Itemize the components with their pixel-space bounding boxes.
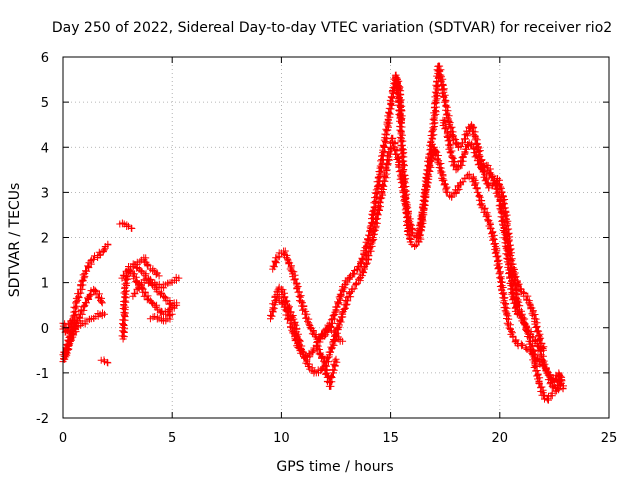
data-series-s17	[439, 116, 556, 404]
y-tick-label: 5	[41, 96, 49, 111]
y-tick-label: 4	[41, 141, 49, 156]
x-tick-label: 0	[59, 431, 67, 446]
y-tick-label: -1	[36, 367, 49, 382]
series-markers-s10	[129, 254, 163, 280]
data-series-s6	[116, 219, 136, 232]
series-markers-s18	[509, 265, 548, 354]
series-markers-s15	[312, 342, 341, 390]
data-series-s5	[97, 356, 112, 367]
x-tick-label: 25	[601, 431, 618, 446]
y-tick-label: -2	[36, 412, 49, 427]
data-series-s9	[129, 276, 181, 310]
data-series-s7	[118, 265, 181, 343]
data-series-s18	[509, 265, 548, 354]
x-tick-label: 10	[273, 431, 290, 446]
axis-ticks: 0 5 10 15 20 25 -2 -1 0 1 2 3 4 5 6	[36, 51, 617, 446]
series-markers-s16	[391, 76, 406, 124]
y-tick-label: 2	[41, 232, 49, 247]
x-tick-label: 15	[382, 431, 399, 446]
y-tick-label: 1	[41, 277, 49, 292]
series-markers-s17	[439, 116, 556, 404]
data-series-s15	[312, 342, 341, 390]
series-markers-s11	[146, 310, 176, 325]
data-series-s16	[391, 76, 406, 124]
y-tick-label: 6	[41, 51, 49, 66]
data-series-s11	[146, 310, 176, 325]
series-markers-s6	[116, 219, 136, 232]
x-tick-label: 20	[492, 431, 509, 446]
y-tick-label: 0	[41, 322, 49, 337]
x-axis-label: GPS time / hours	[276, 459, 393, 475]
series-markers-s7	[118, 265, 181, 343]
data-series-layer	[59, 62, 567, 404]
y-axis-label: SDTVAR / TECUs	[7, 183, 23, 298]
chart-title: Day 250 of 2022, Sidereal Day-to-day VTE…	[52, 20, 612, 36]
x-tick-label: 5	[168, 431, 176, 446]
series-markers-s9	[129, 276, 181, 310]
series-markers-s3	[60, 309, 108, 363]
y-tick-label: 3	[41, 186, 49, 201]
data-series-s10	[129, 254, 163, 280]
series-markers-s5	[97, 356, 112, 367]
data-series-s3	[60, 309, 108, 363]
